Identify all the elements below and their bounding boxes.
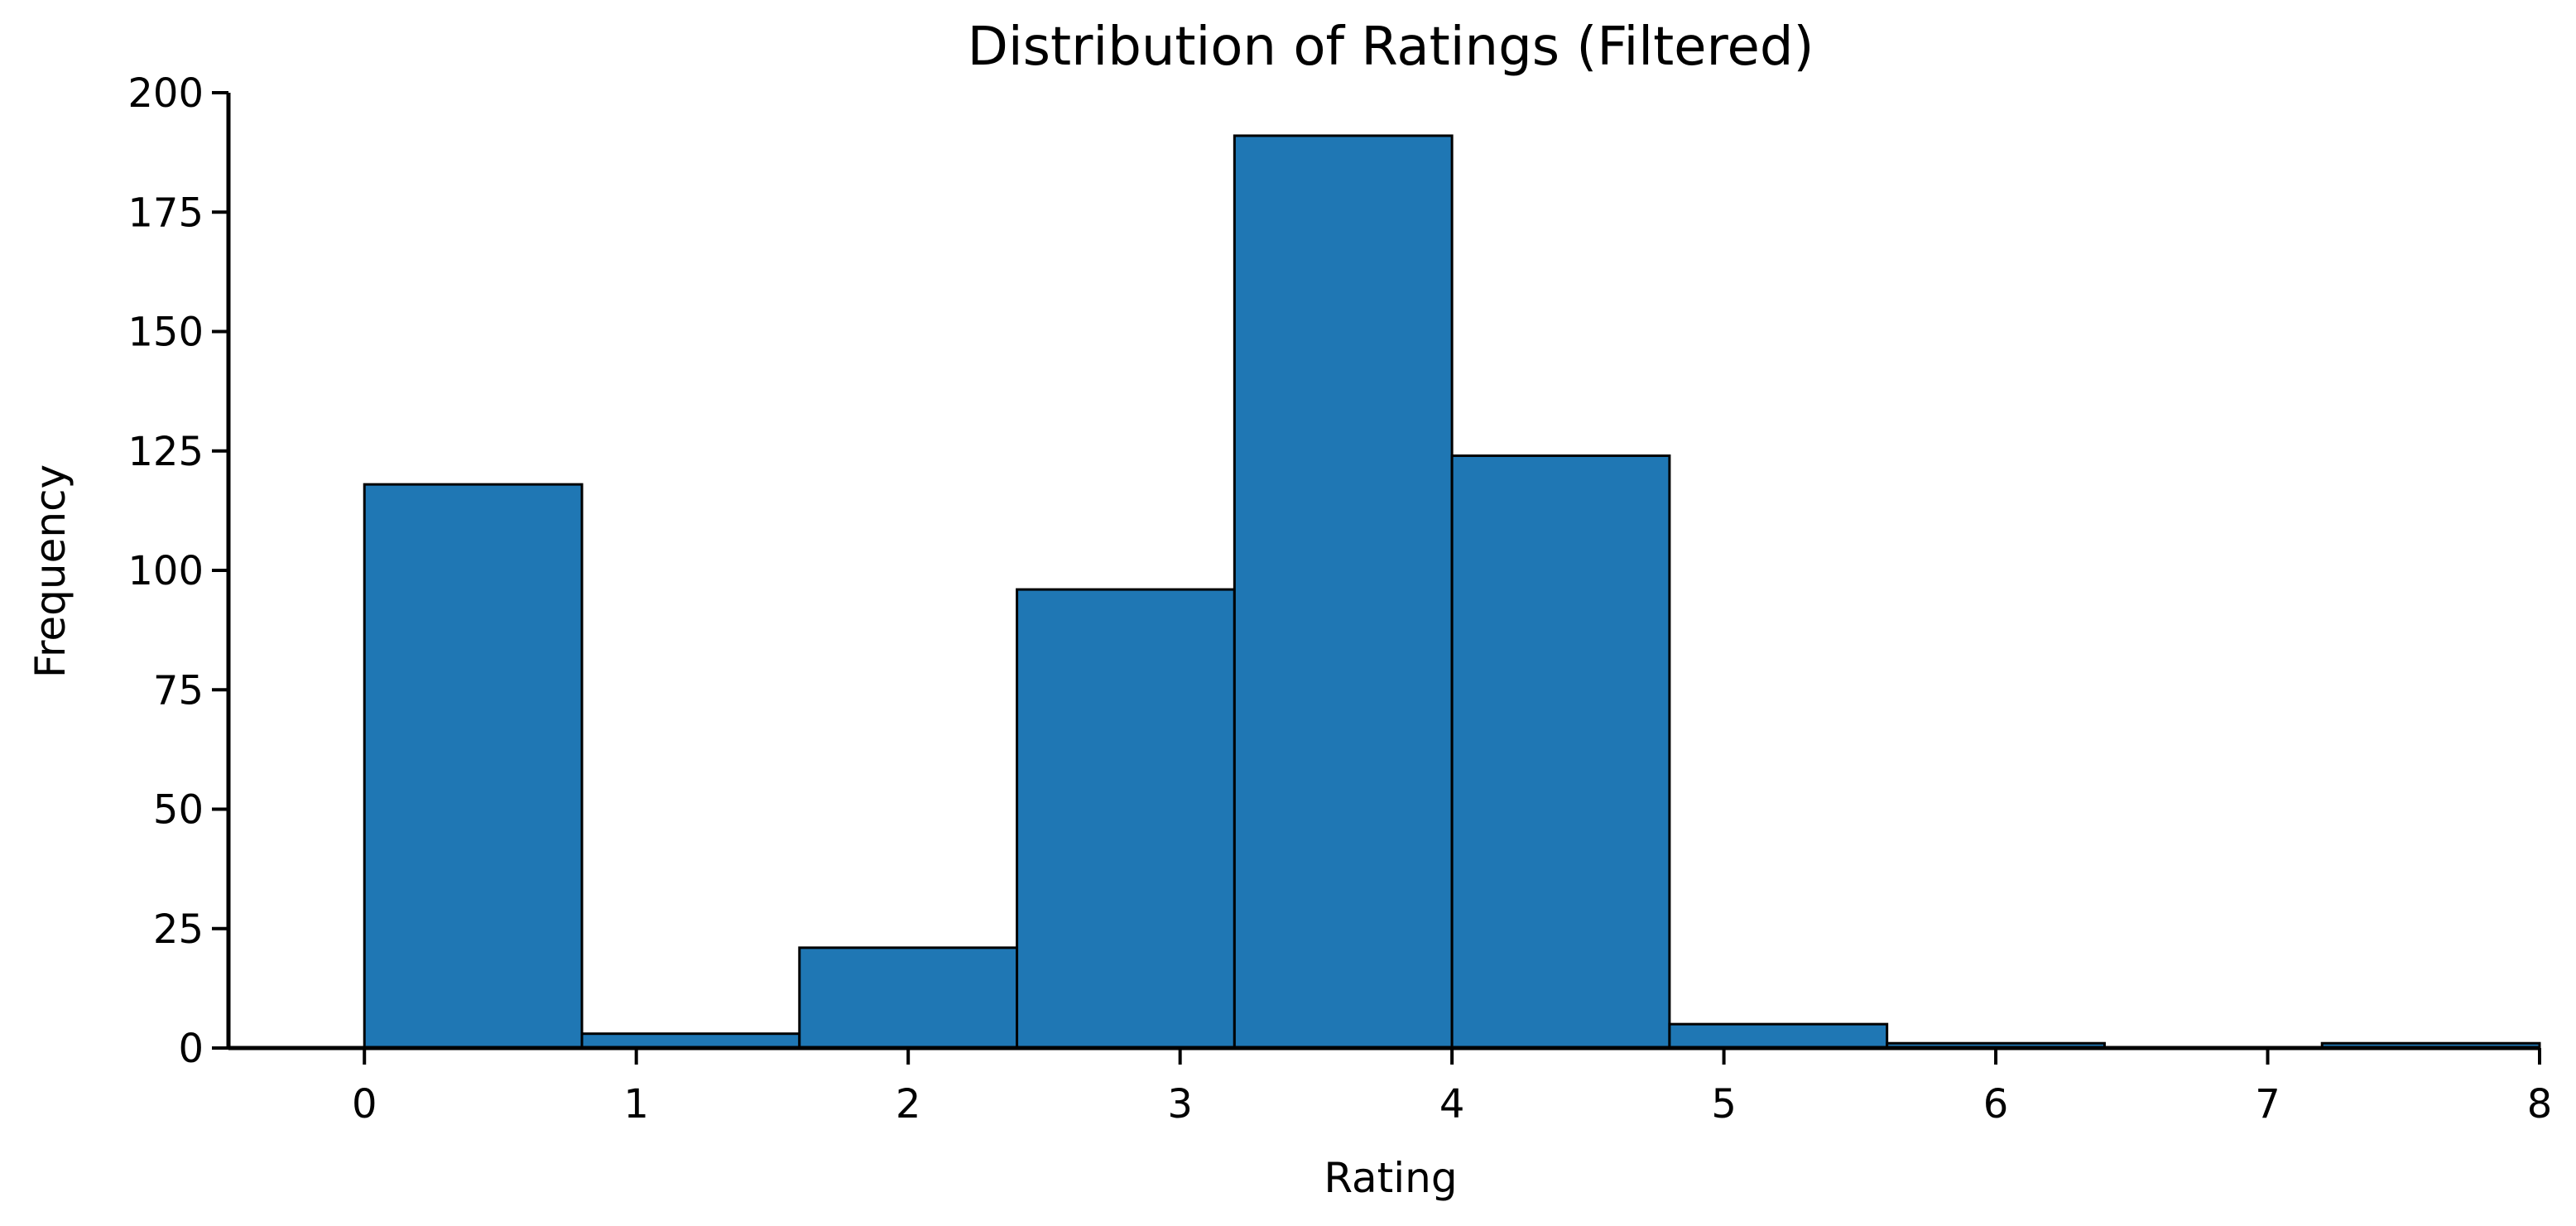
histogram-bars <box>363 134 2541 1050</box>
histogram-bar-2 <box>798 946 1019 1050</box>
x-tick-label: 5 <box>1711 1081 1737 1127</box>
y-tick-label: 175 <box>127 190 204 236</box>
y-tick-label: 125 <box>127 429 204 475</box>
x-tick-label: 0 <box>352 1081 377 1127</box>
histogram-bar-1 <box>580 1032 801 1050</box>
histogram-bar-4 <box>1233 134 1454 1050</box>
x-tick-label: 3 <box>1167 1081 1193 1127</box>
x-tick-label: 4 <box>1439 1081 1465 1127</box>
histogram-bar-0 <box>363 483 584 1050</box>
y-tick-label: 25 <box>153 906 204 953</box>
histogram-bar-6 <box>1668 1022 1889 1050</box>
histogram-bar-3 <box>1016 588 1236 1050</box>
x-tick-label: 6 <box>1983 1081 2009 1127</box>
x-axis-ticks: 0 1 2 3 4 5 6 7 8 <box>352 1048 2552 1127</box>
histogram-bar-5 <box>1450 454 1671 1050</box>
y-axis-label: Frequency <box>26 464 74 678</box>
y-tick-label: 150 <box>127 310 204 356</box>
y-tick-label: 50 <box>153 787 204 834</box>
x-axis-label: Rating <box>1324 1154 1457 1202</box>
chart-title: Distribution of Ratings (Filtered) <box>968 17 1814 78</box>
y-axis-ticks: 0 25 50 75 100 125 150 175 200 <box>127 70 228 1072</box>
y-tick-label: 100 <box>127 548 204 594</box>
y-tick-label: 200 <box>127 70 204 117</box>
y-tick-label: 75 <box>153 667 204 714</box>
x-tick-label: 7 <box>2255 1081 2280 1127</box>
x-tick-label: 8 <box>2527 1081 2553 1127</box>
x-tick-label: 2 <box>896 1081 921 1127</box>
y-tick-label: 0 <box>178 1026 204 1072</box>
x-tick-label: 1 <box>623 1081 649 1127</box>
